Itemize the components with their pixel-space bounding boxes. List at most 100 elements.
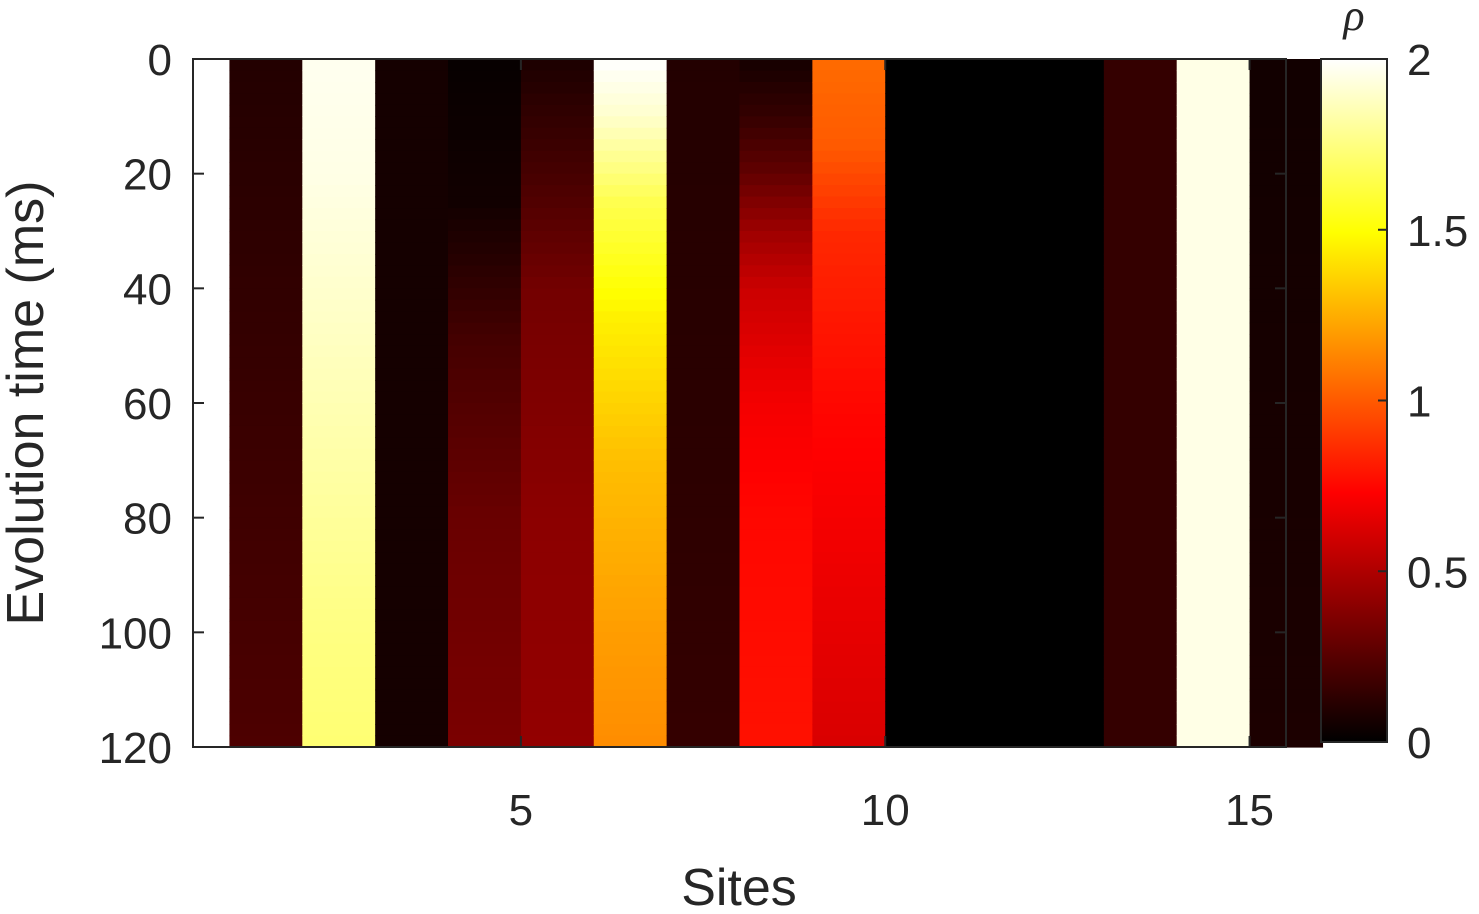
heat-cell-site-4 [448,632,522,645]
heat-cell-site-13 [1103,597,1178,610]
colorbar-gradient [1320,58,1388,743]
heat-cell-site-14 [1176,666,1251,679]
heat-cell-site-14 [1176,471,1251,484]
heat-cell-site-3 [375,609,449,622]
heat-cell-site-4 [448,460,522,473]
heat-cell-site-9 [812,253,886,266]
heat-cell-site-8 [739,265,813,278]
heat-cell-site-2 [302,185,376,198]
heat-cell-site-8 [739,276,813,289]
heat-cell-site-9 [812,299,886,312]
heat-cell-site-7 [666,334,741,347]
heat-cell-site-13 [1103,139,1178,152]
heat-cell-site-1 [229,552,303,565]
heat-cell-site-1 [229,265,303,278]
heat-cell-site-2 [302,93,376,106]
heat-cell-site-5 [520,127,595,140]
heat-cell-site-13 [1103,104,1178,117]
heat-cell-site-12 [1030,666,1105,679]
heat-cell-site-11 [958,208,1032,221]
heat-cell-site-1 [229,219,303,232]
heat-cell-site-12 [1030,609,1105,622]
heat-cell-site-12 [1030,414,1105,427]
heat-cell-site-2 [302,288,376,301]
heat-cell-site-11 [958,712,1032,725]
heat-cell-site-11 [958,334,1032,347]
heat-cell-site-9 [812,139,886,152]
heat-cell-site-7 [666,127,741,140]
heat-cell-site-3 [375,265,449,278]
heat-cell-site-1 [229,334,303,347]
heat-cell-site-7 [666,575,741,588]
heat-cell-site-12 [1030,552,1105,565]
heat-cell-site-5 [520,689,595,702]
heat-cell-site-6 [593,460,668,473]
y-tick-label: 60 [123,380,172,429]
heat-cell-site-4 [448,104,522,117]
heat-cell-site-2 [302,322,376,335]
heat-cell-site-7 [666,357,741,370]
heat-cell-site-5 [520,242,595,255]
y-tick-label: 20 [123,151,172,200]
heat-cell-site-13 [1103,575,1178,588]
heat-cell-site-9 [812,391,886,404]
heat-cell-site-4 [448,506,522,519]
heat-cell-site-3 [375,334,449,347]
heat-cell-site-2 [302,150,376,163]
heat-cell-site-3 [375,104,449,117]
heat-cell-site-6 [593,116,668,129]
heat-cell-site-4 [448,678,522,691]
heat-cell-site-8 [739,425,813,438]
heat-cell-site-6 [593,276,668,289]
heat-cell-site-14 [1176,586,1251,599]
heat-cell-site-9 [812,494,886,507]
heat-cell-site-4 [448,380,522,393]
heat-cell-site-10 [885,666,959,679]
heat-cell-site-4 [448,609,522,622]
heat-cell-site-7 [666,380,741,393]
heat-cell-site-6 [593,219,668,232]
heat-cell-site-6 [593,380,668,393]
heat-cell-site-1 [229,345,303,358]
heat-cell-site-10 [885,448,959,461]
heat-cell-site-3 [375,299,449,312]
heat-cell-site-14 [1176,185,1251,198]
heat-cell-site-9 [812,70,886,83]
heat-cell-site-6 [593,689,668,702]
heat-cell-site-10 [885,517,959,530]
heat-cell-site-13 [1103,586,1178,599]
heat-cell-site-5 [520,517,595,530]
heat-cell-site-8 [739,357,813,370]
heat-cell-site-2 [302,196,376,209]
heat-cell-site-10 [885,391,959,404]
y-tick-label: 100 [99,609,172,658]
heat-cell-site-2 [302,448,376,461]
heat-cell-site-6 [593,139,668,152]
heat-cell-site-4 [448,231,522,244]
heat-cell-site-12 [1030,632,1105,645]
heat-cell-site-5 [520,345,595,358]
heat-cell-site-1 [229,506,303,519]
heat-cell-site-12 [1030,620,1105,633]
heat-cell-site-4 [448,448,522,461]
heat-cell-site-14 [1176,483,1251,496]
heat-cell-site-5 [520,150,595,163]
heat-cell-site-3 [375,540,449,553]
heat-cell-site-11 [958,563,1032,576]
heat-cell-site-11 [958,231,1032,244]
heat-cell-site-2 [302,425,376,438]
heat-cell-site-5 [520,575,595,588]
heat-cell-site-8 [739,689,813,702]
heat-cell-site-8 [739,93,813,106]
heat-cell-site-6 [593,540,668,553]
heat-cell-site-8 [739,678,813,691]
heat-cell-site-11 [958,471,1032,484]
heat-cell-site-3 [375,380,449,393]
heat-cell-site-9 [812,666,886,679]
heat-cell-site-5 [520,552,595,565]
heat-cell-site-3 [375,460,449,473]
heat-cell-site-2 [302,494,376,507]
heat-cell-site-13 [1103,322,1178,335]
heat-cell-site-9 [812,689,886,702]
heat-cell-site-9 [812,127,886,140]
